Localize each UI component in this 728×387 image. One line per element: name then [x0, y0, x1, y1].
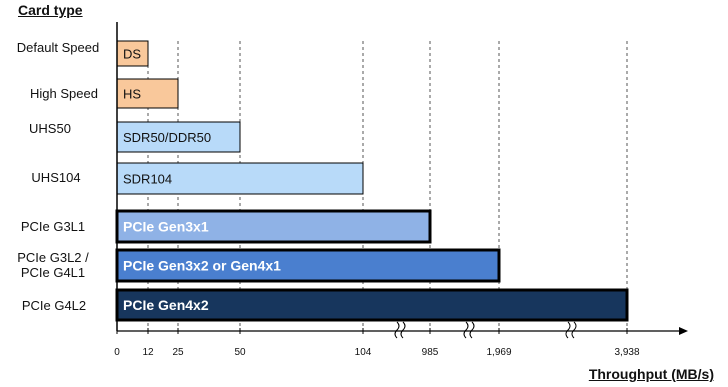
x-tick-label-6: 1,969 [486, 347, 511, 358]
bar-label-hs: HS [123, 87, 141, 102]
x-tick-label-7: 3,938 [614, 347, 639, 358]
bar-hs [116, 78, 179, 109]
x-tick-label-2: 25 [172, 347, 184, 358]
bar-label-g4l2: PCIe Gen4x2 [123, 297, 209, 313]
axis-break-mark-2 [565, 321, 577, 339]
category-label-3: UHS104 [31, 170, 81, 185]
y-axis-heading: Card type [18, 2, 83, 18]
category-label-6: PCIe G4L2 [21, 298, 87, 313]
category-label-5: PCIe G3L2 /PCIe G4L1 [17, 250, 89, 280]
x-tick-label-3: 50 [234, 347, 246, 358]
x-tick-label-4: 104 [355, 347, 372, 358]
category-label-0: Default Speed [16, 40, 100, 55]
category-label-2: UHS50 [29, 121, 71, 136]
category-label-1: High Speed [30, 86, 98, 101]
category-label-4: PCIe G3L1 [20, 219, 86, 234]
axis-break-mark-1 [463, 321, 475, 339]
axis-break-mark-0 [394, 321, 406, 339]
bar-label-g3l1: PCIe Gen3x1 [123, 219, 209, 235]
bar-uhs104 [116, 162, 364, 195]
bar-label-ds: DS [123, 47, 141, 62]
bar-uhs50 [116, 121, 241, 153]
x-tick-label-0: 0 [114, 347, 120, 358]
bar-label-uhs104: SDR104 [123, 172, 172, 187]
x-axis-title: Throughput (MB/s) [588, 366, 714, 382]
bar-ds [116, 40, 149, 67]
x-tick-label-1: 12 [142, 347, 154, 358]
x-tick-label-5: 985 [422, 347, 439, 358]
bar-g3l1 [115, 209, 432, 244]
bar-g4l2 [115, 288, 629, 322]
bar-label-uhs50: SDR50/DDR50 [123, 130, 211, 145]
x-axis-arrow [679, 327, 688, 335]
bar-label-g3l2: PCIe Gen3x2 or Gen4x1 [123, 258, 281, 274]
